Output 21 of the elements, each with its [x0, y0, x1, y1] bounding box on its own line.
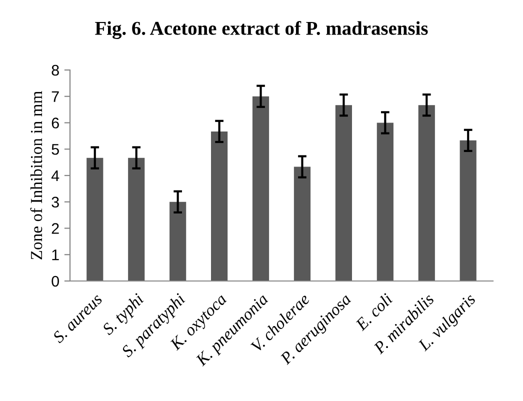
y-tick-label: 7 — [52, 91, 59, 102]
bar — [418, 105, 435, 281]
y-tick-label: 5 — [52, 144, 59, 155]
bar — [376, 122, 394, 281]
y-axis-title: Zone of Inhibition in mm — [30, 91, 42, 260]
bar — [128, 158, 145, 281]
bar — [460, 140, 476, 281]
y-tick-label: 4 — [51, 170, 60, 182]
bar — [211, 131, 228, 281]
bar — [252, 96, 270, 281]
bar — [335, 105, 352, 281]
chart-title: Fig. 6. Acetone extract of P. madrasensis — [95, 21, 428, 39]
y-tick-label: 1 — [52, 250, 59, 260]
bar — [294, 166, 311, 281]
y-tick-label: 8 — [52, 64, 59, 76]
y-tick-label: 6 — [52, 118, 59, 128]
bar — [170, 202, 186, 281]
y-tick-label: 0 — [52, 276, 59, 287]
y-tick-label: 2 — [52, 223, 59, 234]
bar — [86, 158, 104, 281]
y-tick-label: 3 — [52, 196, 59, 208]
